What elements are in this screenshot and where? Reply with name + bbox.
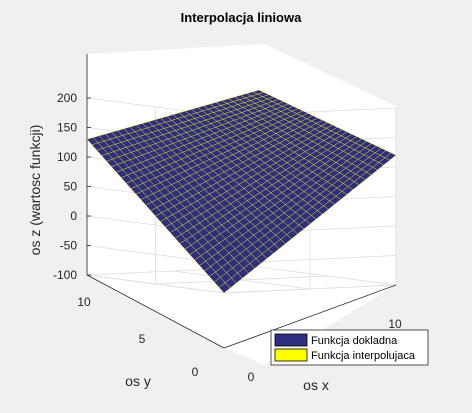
y-axis-ticks: 10 5 0 xyxy=(77,295,198,379)
legend-label-exact: Funkcja dokladna xyxy=(311,335,398,347)
axes-back-top xyxy=(87,44,396,116)
z-tick-label: 50 xyxy=(64,180,78,194)
z-tick-label: 0 xyxy=(70,209,77,223)
legend-label-interp: Funkcja interpolujaca xyxy=(311,350,416,362)
z-tick-label: -50 xyxy=(60,239,78,253)
legend-swatch-interp xyxy=(274,348,308,362)
gridline xyxy=(258,266,397,286)
chart-title: Interpolacja liniowa xyxy=(181,10,302,25)
y-tick-label: 10 xyxy=(77,295,91,309)
legend[interactable]: Funkcja dokladna Funkcja interpolujaca xyxy=(270,329,429,366)
z-tick-label: -100 xyxy=(53,268,77,282)
axes-floor xyxy=(87,275,396,365)
z-tick-label: 150 xyxy=(57,121,77,135)
x-tick-label: 0 xyxy=(248,370,255,384)
y-axis-line xyxy=(86,274,225,349)
surface-patch xyxy=(218,282,231,294)
z-tick-label: 200 xyxy=(57,91,77,105)
z-axis-label: os z (wartosc funkcji) xyxy=(27,125,43,256)
z-axis-ticks: -100 -50 0 50 100 150 200 xyxy=(53,91,91,282)
y-axis-label: os y xyxy=(125,373,151,389)
x-axis-ticks: 0 10 xyxy=(248,317,402,384)
legend-swatch-exact xyxy=(274,333,308,347)
z-tick-label: 100 xyxy=(57,150,77,164)
y-tick-label: 0 xyxy=(192,365,199,379)
gridline xyxy=(155,275,328,285)
x-tick-label: 10 xyxy=(388,317,402,331)
surface-plot xyxy=(86,89,397,294)
x-axis-line xyxy=(223,284,397,349)
y-tick-label: 5 xyxy=(139,332,146,346)
x-axis-label: os x xyxy=(303,377,329,393)
